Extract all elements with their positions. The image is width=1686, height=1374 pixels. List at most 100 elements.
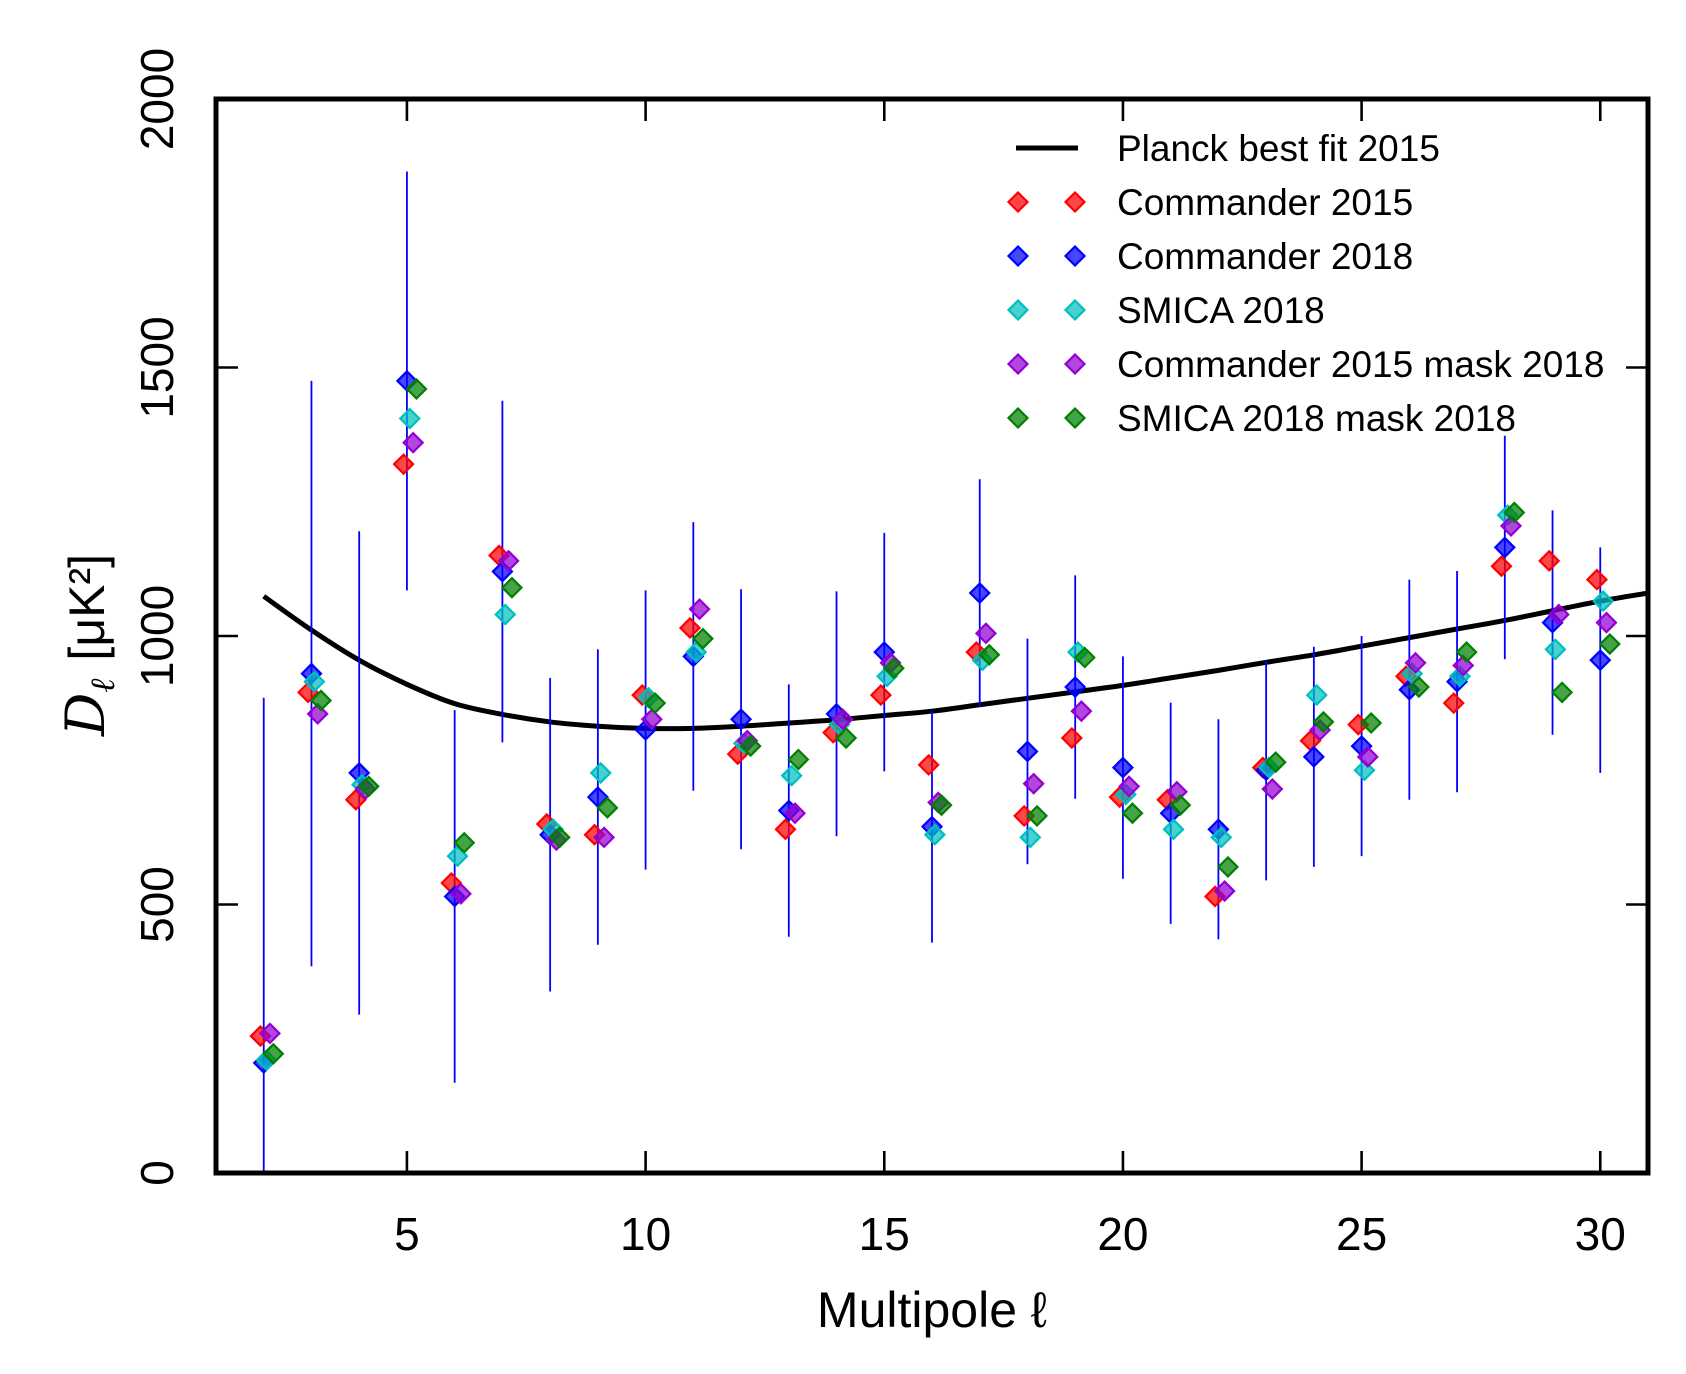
point-commander-2015-mask-2018-l10 bbox=[640, 708, 663, 731]
legend-marker-commander-2015-2 bbox=[1063, 190, 1087, 214]
point-commander-2015-l30 bbox=[1585, 568, 1608, 591]
point-commander-2015-mask-2018-l13 bbox=[783, 802, 807, 825]
point-smica-2018-l18 bbox=[1019, 826, 1042, 849]
x-tick-label-15: 15 bbox=[859, 1208, 910, 1260]
legend-marker-commander-2018-1 bbox=[1006, 244, 1030, 268]
point-commander-2015-mask-2018-l18 bbox=[1022, 772, 1045, 795]
point-smica-2018-l21 bbox=[1162, 818, 1185, 841]
legend-marker-smica-2018-mask-2018-2 bbox=[1063, 406, 1087, 430]
point-smica-2018-mask-2018-l4 bbox=[357, 775, 380, 798]
point-commander-2015-mask-2018-l6 bbox=[449, 882, 472, 905]
y-axis-label: Dℓ [μK²] bbox=[54, 554, 123, 737]
legend-label-smica-2018-mask-2018: SMICA 2018 mask 2018 bbox=[1117, 398, 1516, 439]
point-smica-2018-mask-2018-l6 bbox=[453, 831, 476, 854]
y-tick-label-2000: 2000 bbox=[131, 48, 183, 150]
legend-label-commander-2018: Commander 2018 bbox=[1117, 236, 1413, 277]
point-smica-2018-mask-2018-l18 bbox=[1025, 804, 1049, 827]
legend-marker-smica-2018-2 bbox=[1063, 298, 1087, 322]
point-commander-2018-l17 bbox=[968, 581, 991, 605]
x-axis-label: Multipole ℓ bbox=[817, 1282, 1047, 1338]
point-commander-2018-l30 bbox=[1589, 649, 1612, 672]
point-smica-2018-mask-2018-l22 bbox=[1216, 855, 1240, 878]
point-commander-2015-mask-2018-l14 bbox=[831, 708, 854, 731]
point-smica-2018-mask-2018-l15 bbox=[882, 657, 905, 680]
point-smica-2018-mask-2018-l7 bbox=[500, 576, 524, 599]
point-smica-2018-mask-2018-l8 bbox=[548, 826, 571, 849]
point-smica-2018-mask-2018-l13 bbox=[787, 748, 810, 771]
point-smica-2018-l13 bbox=[780, 764, 803, 787]
point-commander-2015-mask-2018-l17 bbox=[974, 622, 997, 645]
point-smica-2018-mask-2018-l17 bbox=[978, 643, 1001, 666]
x-tick-label-30: 30 bbox=[1575, 1208, 1626, 1260]
point-commander-2015-mask-2018-l7 bbox=[497, 549, 520, 572]
legend-marker-smica-2018-1 bbox=[1006, 298, 1030, 322]
point-commander-2015-mask-2018-l30 bbox=[1595, 611, 1618, 634]
point-commander-2015-mask-2018-l9 bbox=[593, 826, 616, 849]
legend-marker-smica-2018-mask-2018-1 bbox=[1006, 406, 1030, 430]
series-commander-2015-mask-2018 bbox=[258, 431, 1618, 1045]
point-commander-2015-l27 bbox=[1442, 692, 1465, 715]
point-commander-2015-mask-2018-l25 bbox=[1356, 745, 1379, 768]
point-smica-2018-mask-2018-l11 bbox=[691, 627, 714, 650]
legend-label-smica-2018: SMICA 2018 bbox=[1117, 290, 1325, 331]
point-smica-2018-l3 bbox=[303, 670, 326, 693]
point-commander-2015-l28 bbox=[1490, 555, 1513, 578]
point-commander-2015-mask-2018-l19 bbox=[1070, 700, 1093, 723]
point-smica-2018-l16 bbox=[923, 823, 946, 846]
point-smica-2018-l9 bbox=[589, 761, 612, 784]
point-smica-2018-l5 bbox=[398, 407, 421, 430]
point-smica-2018-mask-2018-l30 bbox=[1598, 632, 1621, 656]
point-smica-2018-mask-2018-l28 bbox=[1503, 501, 1526, 524]
point-commander-2015-l16 bbox=[917, 753, 940, 776]
legend-marker-commander-2015-mask-2018-2 bbox=[1063, 352, 1087, 376]
point-commander-2015-mask-2018-l22 bbox=[1213, 880, 1236, 903]
point-commander-2015-mask-2018-l20 bbox=[1118, 775, 1141, 798]
axis-ticks bbox=[216, 97, 1648, 1175]
point-commander-2015-l15 bbox=[869, 684, 892, 707]
legend-marker-commander-2018-2 bbox=[1063, 244, 1087, 268]
point-smica-2018-mask-2018-l24 bbox=[1312, 710, 1335, 733]
point-commander-2015-mask-2018-l26 bbox=[1404, 651, 1427, 674]
point-commander-2018-l24 bbox=[1302, 745, 1325, 768]
point-smica-2018-l22 bbox=[1210, 826, 1233, 849]
legend-swatch-commander-2018 bbox=[1006, 244, 1087, 268]
y-tick-label-500: 500 bbox=[131, 866, 183, 943]
y-tick-labels: 0 500 1000 1500 2000 bbox=[131, 48, 183, 1186]
point-commander-2018-l20 bbox=[1111, 756, 1134, 779]
legend-swatch-smica-2018 bbox=[1006, 298, 1087, 322]
point-commander-2018-l12 bbox=[730, 708, 753, 731]
point-smica-2018-mask-2018-l12 bbox=[739, 735, 762, 758]
point-smica-2018-mask-2018-l10 bbox=[644, 692, 667, 715]
x-tick-labels: 5 10 15 20 25 30 bbox=[394, 1208, 1626, 1260]
point-smica-2018-l30 bbox=[1592, 590, 1615, 613]
point-commander-2018-l28 bbox=[1493, 536, 1516, 559]
x-tick-label-25: 25 bbox=[1336, 1208, 1387, 1260]
point-smica-2018-mask-2018-l3 bbox=[309, 689, 333, 712]
point-commander-2015-l13 bbox=[774, 818, 797, 841]
point-smica-2018-mask-2018-l20 bbox=[1121, 802, 1144, 825]
legend-swatch-commander-2015-mask-2018 bbox=[1006, 352, 1087, 376]
data-markers bbox=[249, 369, 1621, 1074]
point-smica-2018-mask-2018-l27 bbox=[1455, 641, 1478, 664]
legend-label-commander-2015-mask-2018: Commander 2015 mask 2018 bbox=[1117, 344, 1604, 385]
point-smica-2018-mask-2018-l25 bbox=[1360, 711, 1383, 735]
x-tick-label-5: 5 bbox=[394, 1208, 420, 1260]
legend-marker-commander-2015-1 bbox=[1006, 190, 1030, 214]
point-smica-2018-mask-2018-l29 bbox=[1551, 681, 1574, 704]
legend-marker-commander-2015-mask-2018-1 bbox=[1006, 352, 1030, 376]
point-commander-2015-mask-2018-l2 bbox=[258, 1022, 281, 1045]
y-tick-label-0: 0 bbox=[131, 1160, 183, 1186]
point-smica-2018-mask-2018-l21 bbox=[1169, 794, 1192, 817]
point-smica-2018-mask-2018-l26 bbox=[1407, 675, 1430, 699]
y-tick-label-1000: 1000 bbox=[131, 585, 183, 687]
point-smica-2018-mask-2018-l19 bbox=[1073, 646, 1096, 669]
legend-swatch-commander-2015 bbox=[1006, 190, 1087, 214]
plot-area bbox=[249, 171, 1648, 1173]
point-smica-2018-mask-2018-l14 bbox=[835, 726, 858, 750]
y-tick-label-1500: 1500 bbox=[131, 316, 183, 418]
point-commander-2015-mask-2018-l5 bbox=[402, 431, 425, 454]
point-smica-2018-l7 bbox=[494, 603, 517, 626]
y-axis-label-unit: [μK²] bbox=[59, 554, 115, 661]
